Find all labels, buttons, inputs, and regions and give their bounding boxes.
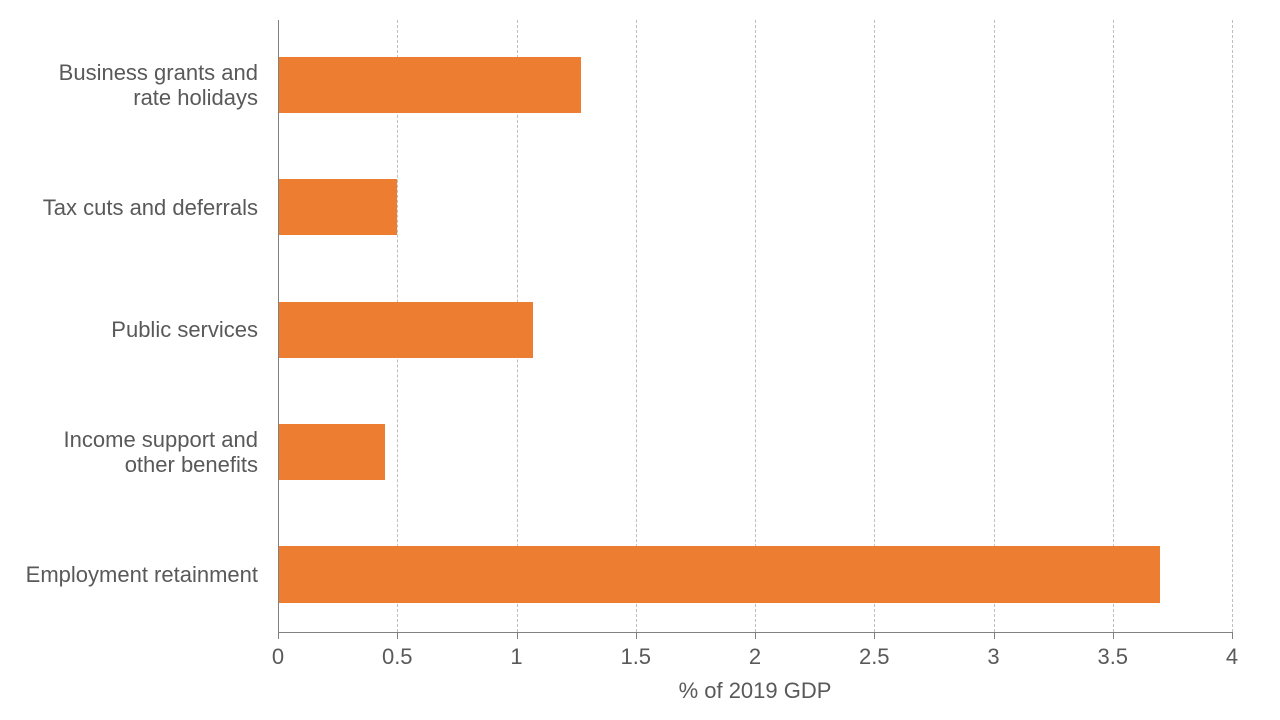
x-tick-label: 0 [272,644,284,670]
x-tick-label: 1.5 [620,644,651,670]
x-tick-mark [397,632,398,639]
x-tick-label: 3 [987,644,999,670]
bar [278,179,397,235]
gridline [1232,20,1233,632]
x-tick-label: 3.5 [1097,644,1128,670]
gridline [755,20,756,632]
y-category-label: Business grants andrate holidays [0,57,258,113]
y-category-label: Employment retainment [0,546,258,602]
plot-area [278,20,1232,632]
bar [278,302,533,358]
x-tick-mark [994,632,995,639]
x-tick-label: 2 [749,644,761,670]
x-tick-mark [755,632,756,639]
gridline [636,20,637,632]
fiscal-support-chart: Business grants andrate holidays Tax cuts… [0,0,1280,720]
gridline [1113,20,1114,632]
x-tick-mark [636,632,637,639]
gridline [874,20,875,632]
x-tick-label: 1 [510,644,522,670]
x-tick-label: 0.5 [382,644,413,670]
x-tick-mark [278,632,279,639]
x-tick-label: 2.5 [859,644,890,670]
x-tick-mark [517,632,518,639]
y-category-label: Public services [0,302,258,358]
x-axis-title: % of 2019 GDP [679,678,832,704]
y-category-label: Income support andother benefits [0,424,258,480]
x-tick-mark [1113,632,1114,639]
bar [278,57,581,113]
bar [278,424,385,480]
y-category-label: Tax cuts and deferrals [0,179,258,235]
x-tick-label: 4 [1226,644,1238,670]
x-tick-mark [874,632,875,639]
x-tick-mark [1232,632,1233,639]
y-axis-baseline [278,20,279,632]
bar [278,546,1160,602]
gridline [994,20,995,632]
